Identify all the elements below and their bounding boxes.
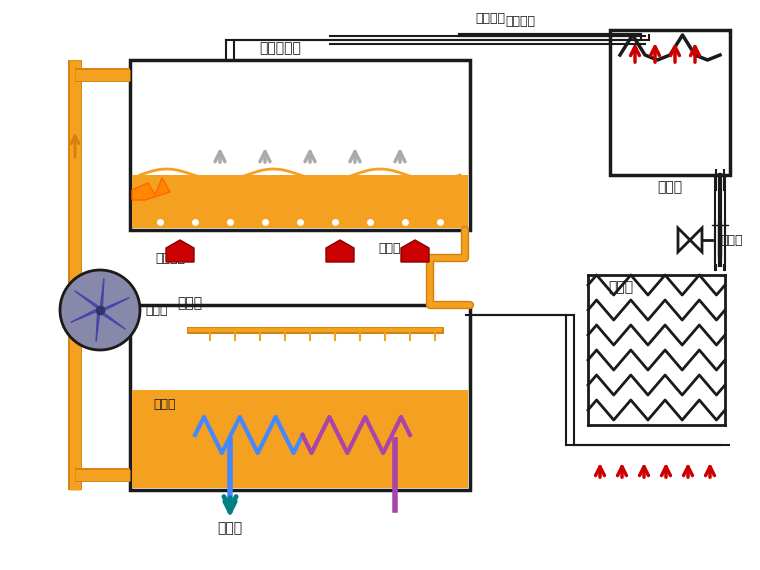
Text: 制冷工质: 制冷工质 xyxy=(505,15,535,28)
FancyBboxPatch shape xyxy=(130,60,470,230)
Text: 加热过程: 加热过程 xyxy=(155,251,185,264)
Text: 稀溶液: 稀溶液 xyxy=(154,398,176,412)
Polygon shape xyxy=(678,228,702,252)
Polygon shape xyxy=(71,310,100,323)
Text: 制冷工质: 制冷工质 xyxy=(475,12,505,25)
FancyBboxPatch shape xyxy=(132,390,468,488)
Text: 蒸发器: 蒸发器 xyxy=(608,280,633,294)
Text: 冷却水: 冷却水 xyxy=(217,521,242,535)
Polygon shape xyxy=(100,310,125,329)
Circle shape xyxy=(60,270,140,350)
FancyBboxPatch shape xyxy=(132,175,468,228)
Polygon shape xyxy=(326,240,354,262)
Text: 蒸汽发生器: 蒸汽发生器 xyxy=(259,41,301,55)
FancyBboxPatch shape xyxy=(130,305,470,490)
FancyBboxPatch shape xyxy=(610,30,730,175)
Polygon shape xyxy=(100,278,104,310)
Polygon shape xyxy=(96,310,100,342)
Text: 冷凝器: 冷凝器 xyxy=(657,180,682,194)
Polygon shape xyxy=(100,298,129,310)
Polygon shape xyxy=(401,240,429,262)
Polygon shape xyxy=(132,178,170,200)
Polygon shape xyxy=(74,291,100,310)
Text: 吸收器: 吸收器 xyxy=(177,296,203,310)
Text: 节流阀: 节流阀 xyxy=(720,234,743,246)
Text: 浓溶液: 浓溶液 xyxy=(378,242,401,254)
Text: 循环泵: 循环泵 xyxy=(145,303,167,316)
Polygon shape xyxy=(166,240,194,262)
